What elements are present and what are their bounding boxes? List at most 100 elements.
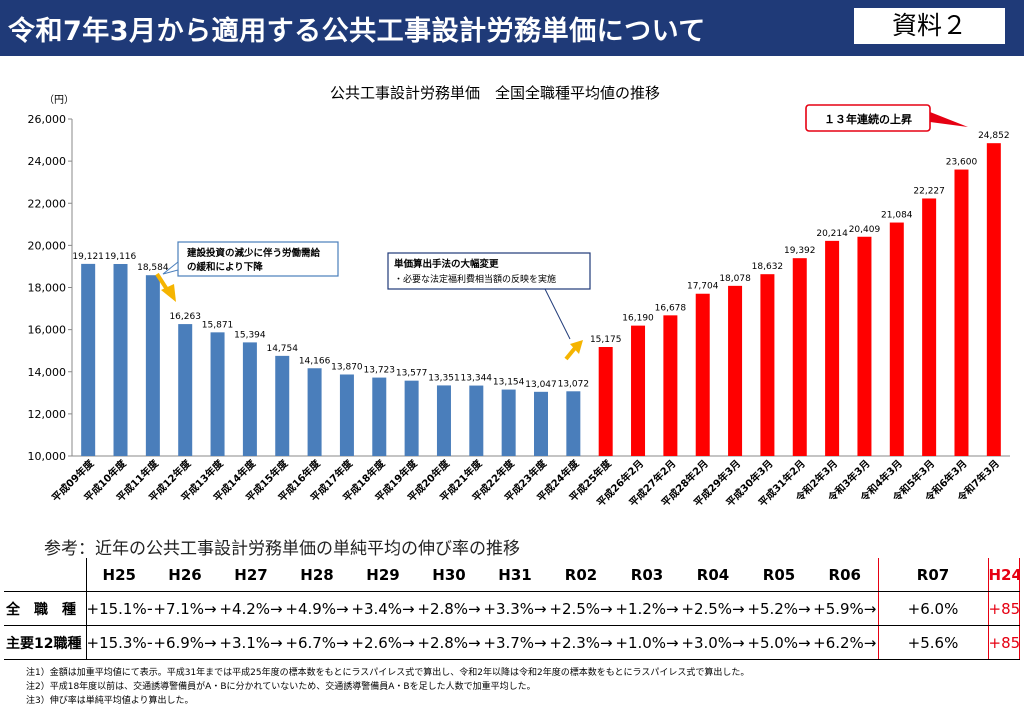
bar xyxy=(242,342,257,456)
growth-cell: +2.3%→ xyxy=(548,625,614,660)
y-axis-unit: （円） xyxy=(44,94,74,106)
bar-value-label: 22,227 xyxy=(913,186,945,196)
growth-cell: +2.6%→ xyxy=(350,625,416,660)
growth-cell: +3.0%→ xyxy=(680,625,746,660)
bar-value-label: 16,678 xyxy=(655,303,687,313)
consecutive-rise-text: １３年連続の上昇 xyxy=(824,112,912,126)
bar-value-label: 17,704 xyxy=(687,282,719,292)
growth-cell: +2.5%→ xyxy=(680,591,746,626)
bar xyxy=(986,143,1001,456)
table-row: 主要12職種+15.3%→+6.9%→+3.1%→+6.7%→+2.6%→+2.… xyxy=(4,625,1020,660)
y-tick-label: 10,000 xyxy=(28,450,67,463)
footnote: 注1）金額は加重平均値にて表示。平成31年までは平成25年度の標本数をもとにラス… xyxy=(26,668,750,678)
bar-value-label: 15,175 xyxy=(590,335,622,345)
y-tick-label: 12,000 xyxy=(28,408,67,421)
table-column-header: H27 xyxy=(218,558,284,592)
growth-cell: +2.5%→ xyxy=(548,591,614,626)
wage-chart: 公共工事設計労務単価 全国全職種平均値の推移 （円） 10,00012,0001… xyxy=(28,84,1010,509)
bar-value-label: 16,190 xyxy=(622,314,654,324)
bar xyxy=(339,374,354,456)
bar xyxy=(404,380,419,456)
growth-cell: +15.3%→ xyxy=(86,625,152,660)
bar xyxy=(728,285,743,456)
growth-cell: +6.2%→ xyxy=(812,625,878,660)
growth-cell: +3.7%→ xyxy=(482,625,548,660)
table-column-header: H31 xyxy=(482,558,548,592)
row-label: 全 職 種 xyxy=(4,591,87,626)
table-column-header: R02 xyxy=(548,558,614,592)
consecutive-rise-annotation: １３年連続の上昇 xyxy=(805,104,968,132)
chart-title: 公共工事設計労務単価 全国全職種平均値の推移 xyxy=(330,84,660,102)
bar xyxy=(436,385,451,456)
table-column-header: H25 xyxy=(86,558,152,592)
bar xyxy=(501,389,516,456)
growth-cell: +2.8%→ xyxy=(416,591,482,626)
growth-cell: +4.2%→ xyxy=(218,591,284,626)
bar xyxy=(469,385,484,456)
footnotes: 注1）金額は加重平均値にて表示。平成31年までは平成25年度の標本数をもとにラス… xyxy=(26,666,749,708)
growth-cell: +1.0%→ xyxy=(614,625,680,660)
bar-value-label: 15,394 xyxy=(234,330,266,340)
bar-value-label: 13,577 xyxy=(396,369,428,379)
bar xyxy=(275,355,290,456)
bar-value-label: 13,723 xyxy=(364,366,396,376)
y-tick-label: 22,000 xyxy=(28,197,67,210)
growth-cell-r07: +5.6% xyxy=(877,625,988,660)
method-change-annotation: 単価算出手法の大幅変更 ・必要な法定福利費相当額の反映を実施 xyxy=(387,252,591,340)
method-change-line2: ・必要な法定福利費相当額の反映を実施 xyxy=(394,273,556,285)
down-arrow-icon xyxy=(155,272,176,302)
growth-cell: +5.2%→ xyxy=(746,591,812,626)
bar-value-label: 19,121 xyxy=(72,252,104,262)
growth-cell: +1.2%→ xyxy=(614,591,680,626)
method-change-line1: 単価算出手法の大幅変更 xyxy=(394,258,499,270)
bar xyxy=(825,240,840,456)
table-column-header: R07 xyxy=(877,558,988,592)
y-tick-label: 16,000 xyxy=(28,324,67,337)
bar-value-label: 18,584 xyxy=(137,263,169,273)
footnote: 注2）平成18年度以前は、交通誘導警備員がA・Bに分かれていないため、交通誘導警… xyxy=(26,682,536,692)
growth-cell-total: +85.6% xyxy=(987,625,1020,660)
row-label: 主要12職種 xyxy=(4,625,87,660)
bar-value-label: 13,154 xyxy=(493,378,525,388)
y-tick-label: 18,000 xyxy=(28,282,67,295)
table-column-header: H24比 xyxy=(987,558,1020,592)
bar-value-label: 18,632 xyxy=(752,262,784,272)
bar-value-label: 13,344 xyxy=(461,374,493,384)
growth-cell: +2.8%→ xyxy=(416,625,482,660)
growth-cell: +6.7%→ xyxy=(284,625,350,660)
bar-value-label: 13,870 xyxy=(331,362,363,372)
growth-cell: +7.1%→ xyxy=(152,591,218,626)
decline-note-line1: 建設投資の減少に伴う労働需給 xyxy=(186,247,321,259)
growth-cell: +3.3%→ xyxy=(482,591,548,626)
header-bar: 令和7年3月から適用する公共工事設計労務単価について 資料２ xyxy=(0,0,1024,56)
table-column-header: H28 xyxy=(284,558,350,592)
growth-table-title: 参考：近年の公共工事設計労務単価の単純平均の伸び率の推移 xyxy=(44,539,520,559)
table-corner xyxy=(4,558,87,592)
bar-value-label: 20,214 xyxy=(816,229,848,239)
bar xyxy=(792,258,807,456)
y-tick-label: 20,000 xyxy=(28,239,67,252)
table-column-header: R05 xyxy=(746,558,812,592)
growth-cell: +15.1%→ xyxy=(86,591,152,626)
growth-cell-r07: +6.0% xyxy=(877,591,988,626)
bar-value-label: 23,600 xyxy=(946,158,978,168)
bar-value-label: 14,754 xyxy=(266,344,298,354)
y-tick-label: 14,000 xyxy=(28,366,67,379)
bar-value-label: 18,078 xyxy=(719,274,751,284)
growth-cell: +5.9%→ xyxy=(812,591,878,626)
y-axis: 10,000 12,000 14,000 16,000 18,000 20,000 22,0… xyxy=(28,113,1010,463)
x-axis-labels: 平成09年度平成10年度平成11年度平成12年度平成13年度平成14年度平成15… xyxy=(49,456,1002,509)
growth-cell: +4.9%→ xyxy=(284,591,350,626)
growth-cell: +6.9%→ xyxy=(152,625,218,660)
bar-value-label: 19,392 xyxy=(784,246,816,256)
bar xyxy=(307,368,322,456)
bar xyxy=(145,275,160,456)
bar-value-label: 24,852 xyxy=(978,131,1010,141)
y-tick-label: 24,000 xyxy=(28,155,67,168)
bar xyxy=(922,198,937,456)
bar xyxy=(113,263,128,456)
bar-value-label: 16,263 xyxy=(169,312,201,322)
up-arrow-icon xyxy=(564,340,583,361)
bar-value-label: 13,351 xyxy=(428,373,460,383)
bars xyxy=(81,143,1001,457)
